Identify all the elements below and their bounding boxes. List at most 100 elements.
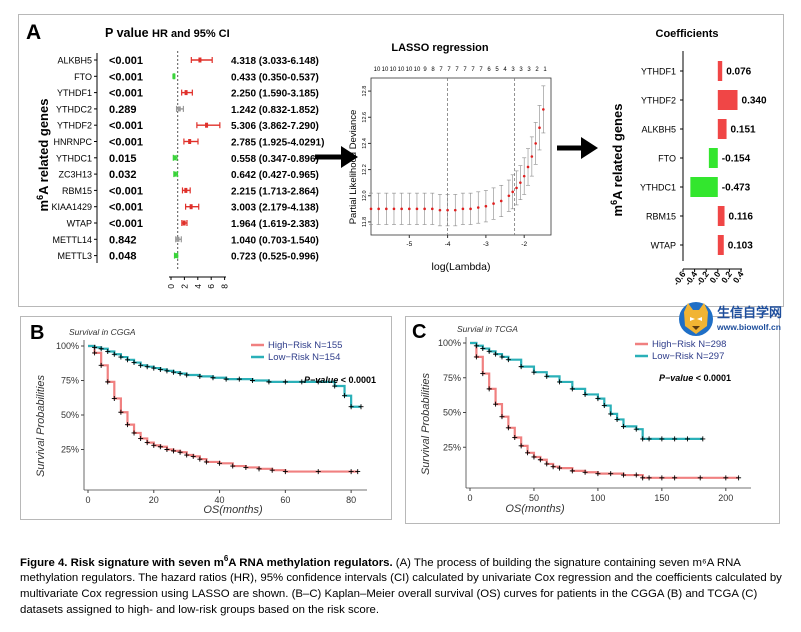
- km-censor-mark: [582, 469, 588, 475]
- km-censor-mark: [197, 456, 203, 462]
- km-censor-mark: [177, 449, 183, 455]
- forest-x-tick-label: 8: [220, 284, 230, 289]
- forest-gene-label: WTAP: [67, 219, 92, 229]
- km-censor-mark: [315, 379, 321, 385]
- lasso-plot-frame: [370, 77, 552, 236]
- forest-gene-label: METTL3: [57, 251, 92, 261]
- km-censor-mark: [659, 475, 665, 481]
- panel-c-border: [405, 316, 780, 524]
- km-censor-mark: [118, 354, 124, 360]
- lasso-top-tick-label: 3: [527, 67, 531, 73]
- forest-hr-point: [205, 122, 209, 128]
- forest-hr-label: 3.003 (2.179-4.138): [231, 203, 319, 214]
- km-censor-mark: [164, 447, 170, 452]
- km-censor-mark: [633, 426, 639, 432]
- lasso-point: [438, 208, 442, 212]
- lasso-x-tick-label: -5: [406, 241, 412, 248]
- km-censor-mark: [512, 435, 518, 441]
- arrow-right-icon: [315, 146, 358, 168]
- panel-b-pvalue-text: < 0.0001: [338, 375, 376, 385]
- km-censor-mark: [473, 343, 479, 349]
- forest-hr-point: [188, 139, 192, 144]
- forest-title: P value HR and 95% CI: [105, 26, 230, 40]
- km-censor-mark: [249, 378, 255, 383]
- forest-pvalue: <0.001: [109, 88, 143, 100]
- forest-hr-point: [172, 73, 176, 79]
- forest-hr-point: [174, 253, 178, 259]
- km-y-tick-label: 75%: [443, 373, 461, 383]
- km-censor-mark: [595, 471, 601, 477]
- legend-low-risk-n: N=297: [696, 351, 724, 362]
- forest-pvalue: 0.032: [109, 169, 137, 181]
- forest-pvalue: 0.842: [109, 234, 137, 246]
- lasso-point: [476, 206, 480, 209]
- km-censor-mark: [197, 373, 203, 379]
- km-censor-mark: [256, 466, 262, 472]
- lasso-top-tick-label: 7: [447, 67, 451, 73]
- lasso-point: [526, 165, 530, 169]
- km-censor-mark: [157, 366, 163, 372]
- coef-bar: [708, 148, 718, 168]
- forest-gene-label: RBM15: [62, 186, 92, 196]
- lasso-point: [519, 181, 522, 184]
- km-censor-mark: [493, 401, 499, 407]
- coef-category-label: ALKBH5: [641, 125, 676, 135]
- coef-ylabel-pre: m: [610, 205, 625, 217]
- legend-low-risk-name: Low−Risk: [268, 352, 310, 363]
- panel-c: C Survial in TCGA Survival Probabilities…: [405, 316, 780, 529]
- lasso-point: [511, 190, 515, 194]
- panel-c-x-axis-label: OS(months): [505, 503, 565, 515]
- km-censor-mark: [203, 459, 209, 465]
- caption-label-end: A RNA methylation regulators.: [228, 556, 393, 569]
- km-censor-mark: [151, 442, 157, 448]
- panel-b: B Survival in CGGA Survival Probabilitie…: [20, 316, 392, 525]
- km-censor-mark: [105, 379, 111, 385]
- coef-x-tick-label: 0.4: [731, 269, 746, 285]
- forest-pvalue: <0.001: [109, 185, 143, 197]
- forest-hr-label: 5.306 (3.862-7.290): [231, 121, 319, 132]
- km-censor-mark: [620, 423, 626, 429]
- forest-gene-label: ALKBH5: [57, 56, 92, 66]
- km-censor-mark: [499, 414, 505, 420]
- lasso-top-tick-label: 9: [423, 67, 427, 73]
- km-y-tick-label: 25%: [443, 442, 461, 452]
- panel-c-pvalue: P−value < 0.0001: [659, 373, 731, 383]
- forest-pvalue: <0.001: [109, 218, 143, 230]
- km-censor-mark: [164, 368, 170, 374]
- km-censor-mark: [601, 403, 607, 409]
- km-censor-mark: [672, 475, 678, 481]
- lasso-top-tick-label: 7: [463, 67, 467, 73]
- km-censor-mark: [473, 354, 479, 360]
- lasso-point: [492, 202, 495, 205]
- coef-ylabel-sup: 6: [609, 200, 619, 205]
- km-censor-mark: [111, 395, 117, 401]
- panel-b-km-plot: 25% 50% 75% 100% 0 20 40 60 80: [56, 340, 367, 505]
- panel-b-pvalue: P−value < 0.0001: [304, 375, 376, 385]
- km-censor-mark: [595, 396, 601, 402]
- km-censor-mark: [608, 411, 614, 417]
- km-censor-mark: [131, 360, 137, 366]
- lasso-y-tick-label: 12.2: [362, 164, 368, 175]
- km-censor-mark: [92, 344, 98, 350]
- panel-c-y-axis-label: Survival Probabilities: [420, 372, 432, 475]
- lasso-point: [400, 207, 403, 211]
- km-censor-mark: [358, 404, 364, 410]
- lasso-y-tick-label: 11.8: [362, 217, 368, 227]
- panel-a-canvas: A P value HR and 95% CI m6A related gene…: [26, 21, 767, 289]
- km-censor-mark: [486, 348, 492, 354]
- forest-x-tick-label: 6: [206, 284, 216, 289]
- caption-label: Figure 4. Risk signature with seven m6A …: [20, 554, 393, 569]
- km-censor-mark: [151, 365, 157, 371]
- km-censor-mark: [582, 391, 588, 397]
- lasso-y-axis-label: Partial Likelihood Deviance: [348, 110, 359, 225]
- caption-body: (A) The process of building the signatur…: [20, 556, 782, 616]
- km-censor-mark: [342, 393, 348, 399]
- forest-hr-label: 1.040 (0.703-1.540): [231, 235, 319, 246]
- lasso-top-tick-label: 10: [382, 67, 389, 73]
- km-censor-mark: [499, 354, 505, 360]
- lasso-x-axis-label: log(Lambda): [432, 261, 491, 273]
- lasso-top-tick-label: 10: [374, 67, 381, 73]
- legend-low-risk-name: Low−Risk: [652, 351, 694, 362]
- lasso-point: [453, 208, 457, 212]
- forest-hr-label: 1.964 (1.619-2.383): [231, 219, 319, 230]
